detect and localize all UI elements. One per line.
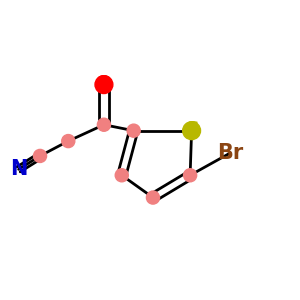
Circle shape bbox=[34, 149, 46, 163]
Circle shape bbox=[95, 76, 113, 94]
Circle shape bbox=[146, 191, 160, 204]
Text: S: S bbox=[184, 121, 199, 141]
Text: Br: Br bbox=[217, 143, 243, 163]
Text: N: N bbox=[10, 159, 27, 179]
Circle shape bbox=[184, 169, 197, 182]
Text: O: O bbox=[95, 75, 113, 94]
Circle shape bbox=[115, 169, 128, 182]
Circle shape bbox=[127, 124, 140, 137]
Circle shape bbox=[183, 122, 200, 140]
Circle shape bbox=[62, 134, 75, 148]
Circle shape bbox=[98, 118, 110, 131]
